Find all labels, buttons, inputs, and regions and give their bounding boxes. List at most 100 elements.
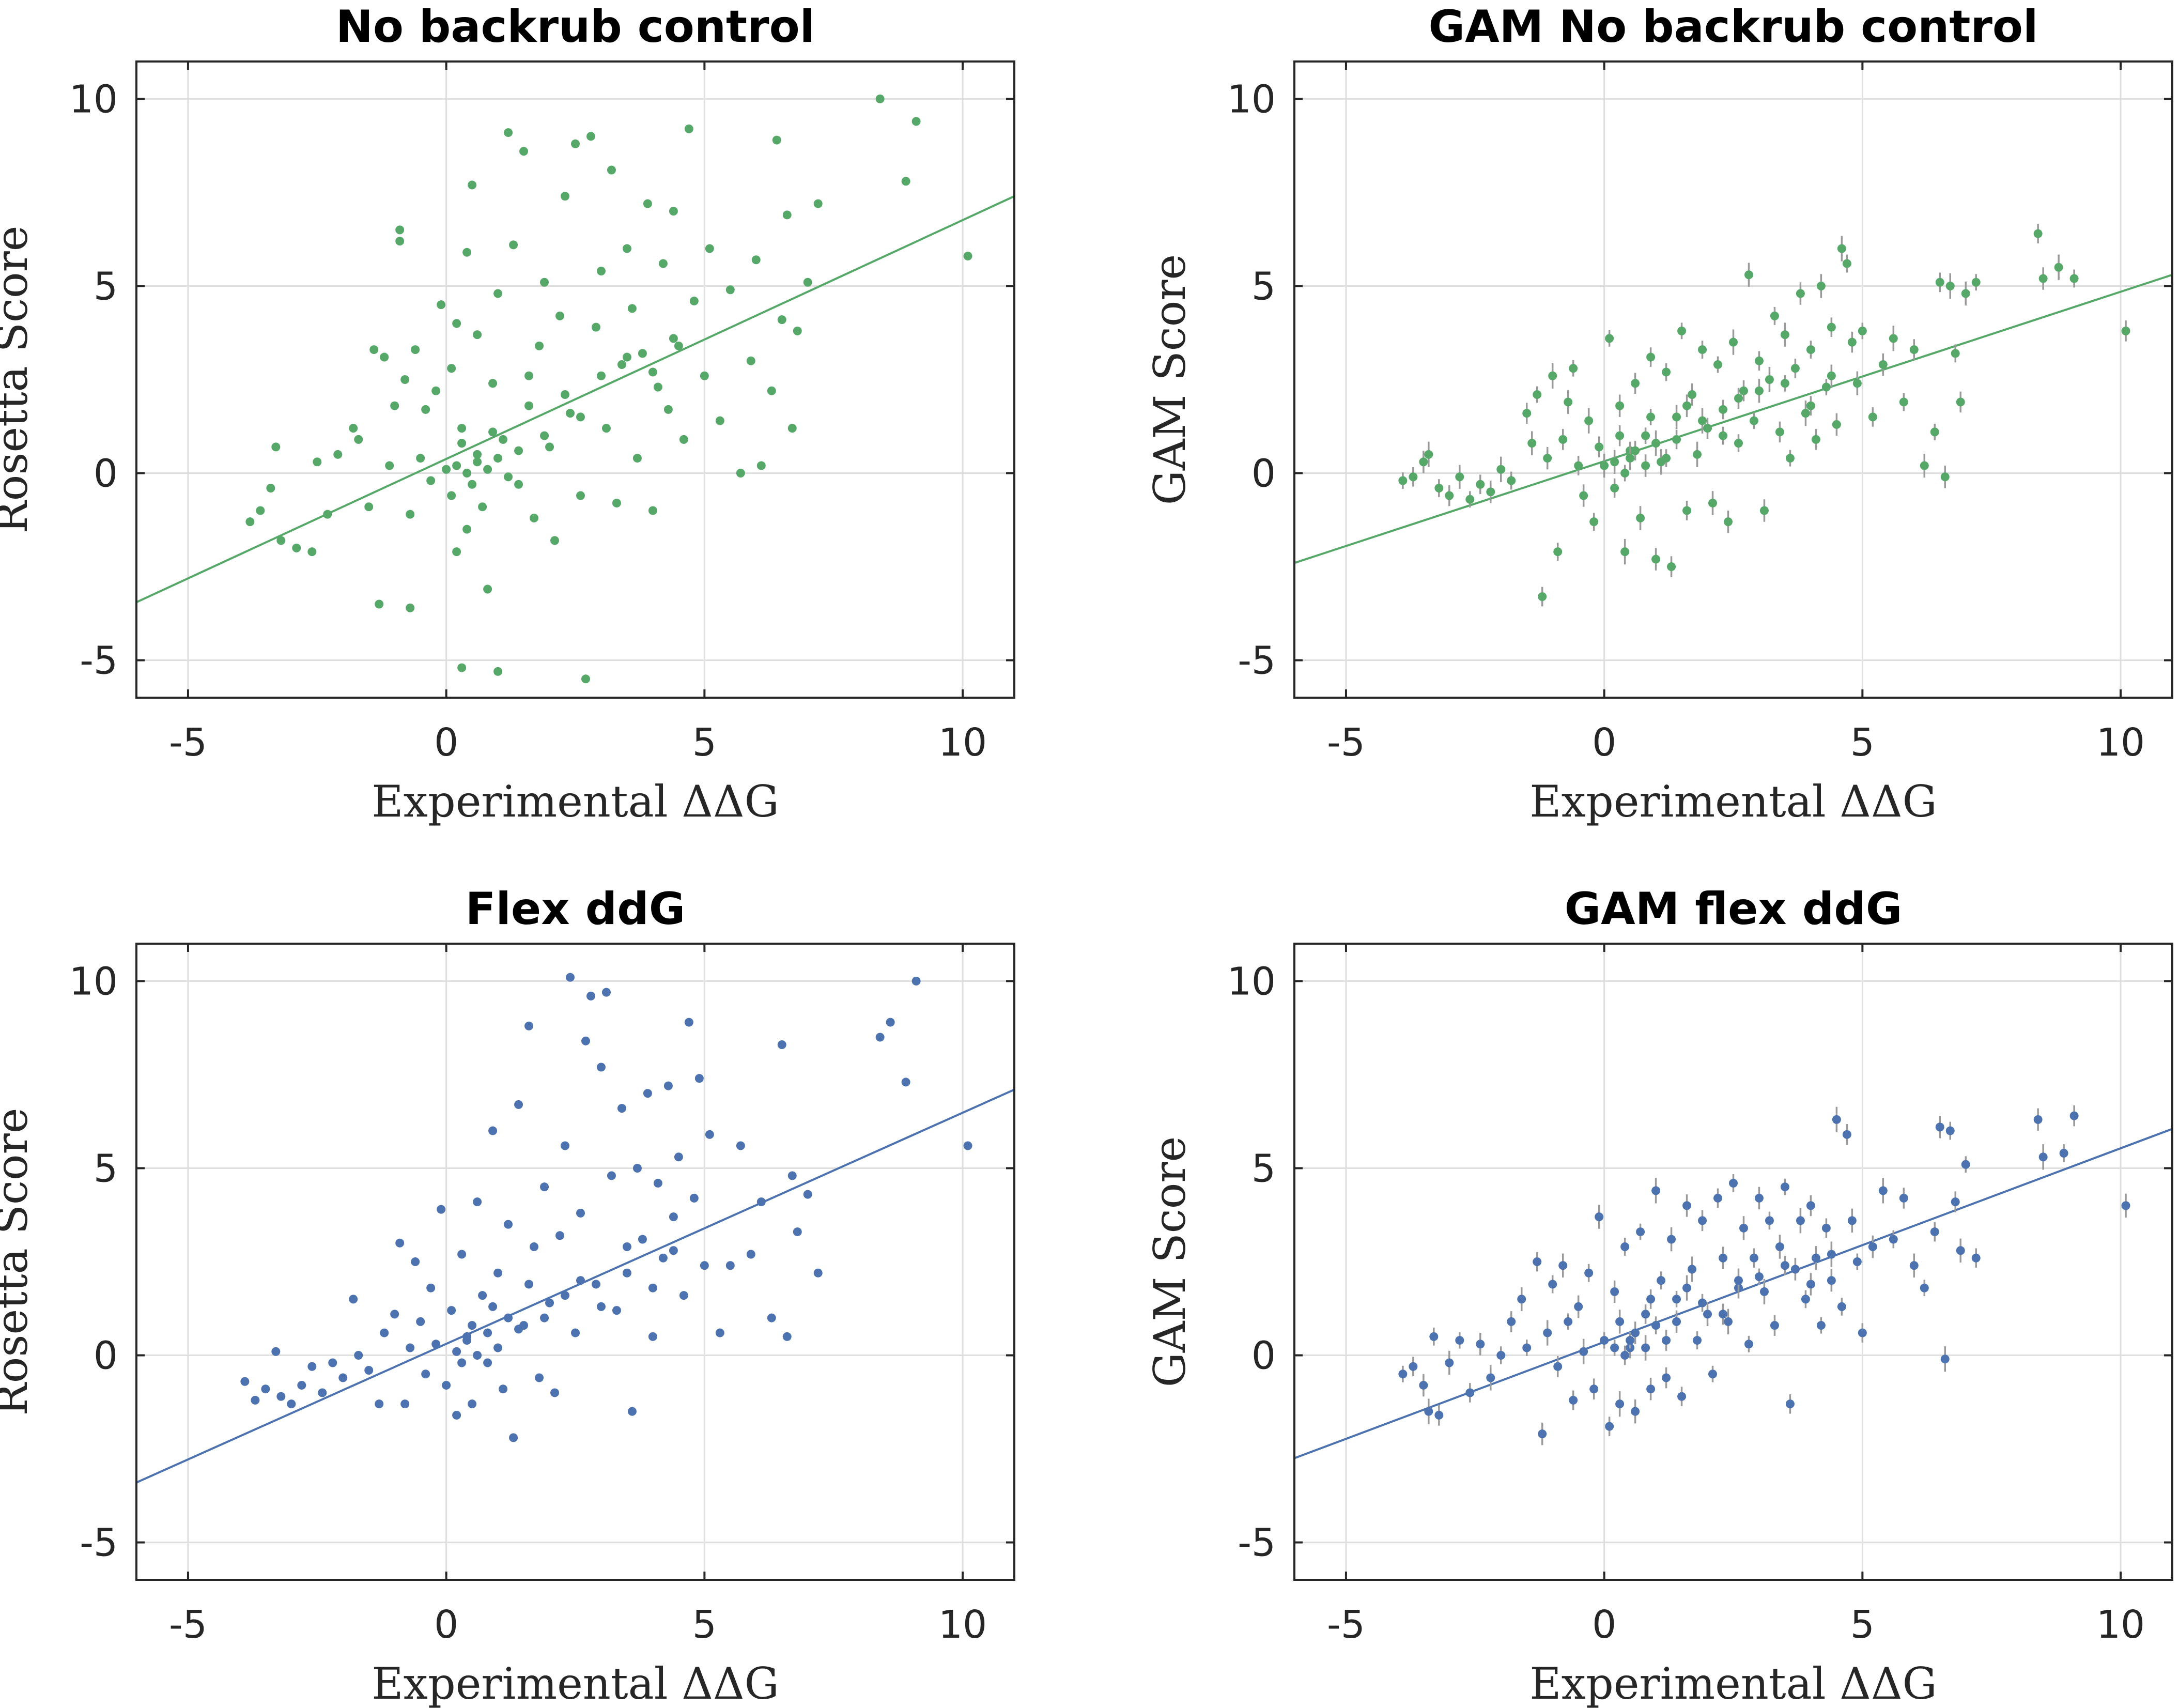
data-point [586, 991, 595, 1001]
x-tick-label: 0 [434, 720, 458, 765]
data-point [1909, 1261, 1919, 1270]
data-point [576, 1276, 585, 1285]
data-point [483, 1358, 492, 1367]
data-point [1641, 1310, 1650, 1319]
data-point [1832, 1115, 1841, 1124]
data-point [1775, 427, 1784, 437]
data-point [674, 341, 683, 350]
data-point [1688, 1265, 1697, 1274]
regression-line [1294, 1128, 2172, 1459]
y-tick-label: 10 [69, 959, 118, 1004]
data-point [736, 469, 745, 478]
data-point [390, 1310, 399, 1319]
data-point [1496, 1351, 1506, 1360]
data-point [509, 240, 518, 250]
data-point [1626, 454, 1635, 463]
data-point [1667, 1235, 1676, 1244]
data-point [1780, 1182, 1789, 1192]
data-point [627, 1407, 637, 1416]
data-point [622, 1268, 631, 1278]
data-point [369, 345, 379, 355]
data-point [1698, 1298, 1707, 1307]
data-point [622, 244, 631, 253]
x-axis-label: Experimental ΔΔG [372, 776, 779, 827]
data-point [561, 390, 570, 399]
data-point [1424, 1407, 1433, 1416]
data-point [663, 1081, 673, 1090]
data-point [813, 1268, 823, 1278]
data-point [1589, 1384, 1599, 1394]
data-point [333, 450, 343, 459]
data-point [1889, 1235, 1898, 1244]
data-point [1790, 364, 1800, 373]
data-point [411, 345, 420, 355]
data-point [705, 1130, 714, 1139]
data-point [1522, 1343, 1532, 1352]
data-point [612, 1306, 621, 1315]
data-point [793, 326, 802, 335]
data-point [1734, 1276, 1743, 1285]
data-point [1729, 337, 1738, 347]
data-point [1899, 1193, 1908, 1203]
data-point [1698, 1216, 1707, 1225]
data-point [1517, 1295, 1526, 1304]
x-tick-label: 5 [1850, 1603, 1875, 1647]
data-point [1811, 1253, 1820, 1263]
data-point [1801, 1295, 1810, 1304]
plot-area [1294, 1105, 2172, 1459]
data-point [1527, 439, 1537, 448]
panel-gam-flex-ddg: -5 0 5 10 -5 0 5 10 GAM flex ddG Experimental ΔΔG… [1145, 883, 2173, 1708]
data-point [452, 461, 461, 470]
data-point [530, 513, 539, 522]
data-point [1605, 334, 1614, 343]
regression-line [1294, 273, 2172, 564]
data-point [1847, 337, 1857, 347]
data-point [462, 248, 472, 257]
data-point [1631, 1328, 1640, 1337]
x-tick-label: 0 [1592, 720, 1616, 765]
x-tick-label: 10 [2096, 1603, 2145, 1647]
data-point [514, 446, 523, 455]
data-point [669, 1246, 678, 1255]
data-point [447, 491, 456, 500]
plot-area [136, 94, 1014, 684]
data-point [468, 180, 477, 190]
data-point [1754, 386, 1764, 395]
data-point [395, 225, 405, 235]
data-point [782, 1332, 792, 1341]
data-point [581, 674, 590, 684]
data-point [473, 1197, 482, 1207]
data-point [772, 135, 781, 145]
data-point [1878, 360, 1888, 370]
data-point [406, 510, 415, 519]
data-point [375, 1399, 384, 1409]
data-point [1765, 375, 1774, 384]
data-point [689, 296, 699, 305]
y-tick-label: 0 [94, 1334, 118, 1378]
data-point [561, 1141, 570, 1150]
data-point [1940, 472, 1950, 482]
data-point [1713, 1193, 1723, 1203]
x-tick-label: 5 [692, 1603, 717, 1647]
data-point [1615, 401, 1625, 410]
data-point [509, 1433, 518, 1442]
data-point [452, 1410, 461, 1420]
data-point [1785, 454, 1795, 463]
data-point [1569, 364, 1578, 373]
data-point [499, 1384, 508, 1394]
data-point [1811, 435, 1820, 444]
data-point [447, 364, 456, 373]
data-point [504, 1220, 513, 1229]
data-point [1600, 1336, 1609, 1345]
data-point [1574, 461, 1583, 470]
data-point [483, 1328, 492, 1337]
data-point [416, 1317, 425, 1326]
data-point [400, 1399, 410, 1409]
data-point [1698, 345, 1707, 355]
data-point [307, 1362, 317, 1371]
data-point [395, 1238, 405, 1248]
chart-title: No backrub control [336, 1, 815, 53]
y-tick-label: 10 [69, 77, 118, 121]
data-point [514, 1100, 523, 1109]
y-tick-label: 0 [94, 452, 118, 496]
